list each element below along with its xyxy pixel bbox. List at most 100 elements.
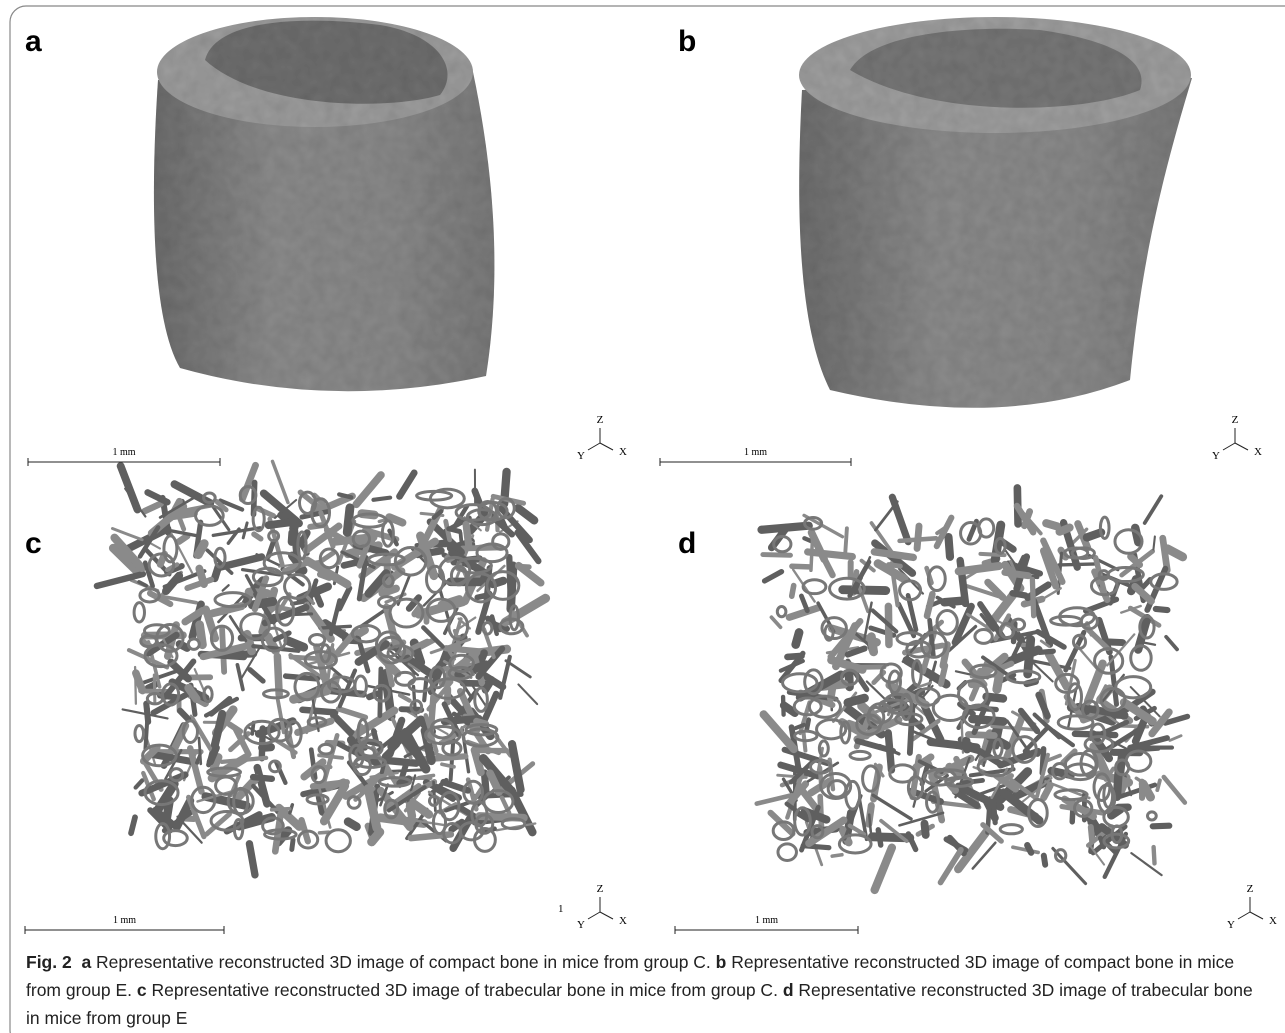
strut (1145, 496, 1162, 523)
axis-x (1235, 443, 1248, 450)
axis-z-label: Z (1232, 414, 1239, 426)
strut (1166, 637, 1177, 650)
strut (179, 536, 187, 542)
caption-part-label: d (783, 980, 794, 1000)
strut (1157, 780, 1160, 790)
strut (199, 738, 201, 764)
strut (927, 594, 932, 616)
strut (419, 775, 434, 777)
plate (778, 844, 796, 861)
strut (466, 525, 468, 546)
axis-z-label: Z (1247, 883, 1254, 895)
caption-part-label: c (137, 980, 147, 1000)
caption-parts: a Representative reconstructed 3D image … (26, 952, 1253, 1028)
strut (875, 502, 897, 530)
plate (783, 674, 817, 692)
plate (1000, 825, 1022, 834)
strut (924, 824, 925, 835)
strut (820, 797, 821, 829)
strut (1170, 736, 1181, 741)
bone-render-c (97, 461, 546, 874)
axis-y-label: Y (577, 450, 585, 462)
strut (1131, 853, 1161, 875)
bone-render-a (154, 17, 495, 391)
strut (154, 675, 155, 701)
plate (417, 491, 452, 500)
strut (302, 710, 335, 713)
strut (292, 840, 293, 850)
strut (506, 661, 530, 677)
strut (875, 848, 892, 890)
strut (518, 684, 537, 704)
caption-part-text: Representative reconstructed 3D image of… (96, 952, 711, 972)
strut (845, 528, 847, 552)
strut (215, 714, 222, 745)
strut (1040, 651, 1054, 652)
strut (966, 741, 967, 749)
strut (1091, 827, 1092, 841)
strut (148, 492, 168, 502)
strut (373, 498, 390, 500)
strut (1153, 826, 1170, 827)
page: {"panels": [ {"label": "a", "scale_bar":… (0, 0, 1285, 1033)
plate (409, 679, 432, 692)
axis-y (588, 443, 600, 450)
strut (787, 656, 801, 657)
axis-x-label: X (1269, 915, 1277, 927)
strut (319, 832, 328, 833)
caption-part-label: b (716, 952, 727, 972)
caption-part-text: Representative reconstructed 3D image of… (152, 980, 778, 1000)
plate (1116, 677, 1151, 698)
axis-x-label: X (619, 446, 627, 458)
strut (250, 670, 263, 681)
strut (917, 526, 919, 548)
strut (1005, 572, 1028, 575)
strut (1153, 536, 1154, 549)
axis-y (1238, 912, 1250, 919)
strut (518, 508, 534, 520)
strut (249, 844, 255, 875)
strut (166, 576, 179, 591)
panel-label: a (25, 25, 42, 58)
strut (198, 544, 204, 555)
strut (273, 461, 288, 502)
strut (908, 834, 915, 850)
strut (1111, 657, 1116, 704)
plate (483, 623, 492, 635)
plate (1100, 517, 1109, 538)
strut (485, 680, 491, 690)
strut (347, 508, 350, 532)
axis-x (600, 443, 613, 450)
strut (959, 566, 999, 571)
axis-y (588, 912, 600, 919)
plate (1058, 716, 1093, 729)
strut (763, 555, 791, 556)
axis-z-label: Z (597, 414, 604, 426)
strut (136, 673, 143, 691)
strut (339, 494, 351, 497)
strut (97, 574, 143, 586)
strut (1039, 695, 1048, 716)
panel-note: 1 (558, 903, 564, 915)
axis-y-label: Y (1212, 450, 1220, 462)
strut (348, 822, 357, 827)
plate (803, 580, 826, 594)
plate (850, 751, 870, 759)
axis-y-label: Y (577, 919, 585, 931)
strut (789, 608, 818, 618)
strut (272, 809, 290, 810)
axis-x-label: X (1254, 446, 1262, 458)
strut (811, 533, 813, 570)
strut (807, 720, 809, 730)
strut (801, 596, 807, 611)
scale-bar-label: 1 mm (744, 447, 767, 458)
panel-label: b (678, 25, 696, 58)
strut (1027, 845, 1031, 852)
scale-bar-label: 1 mm (113, 915, 136, 926)
plate (134, 603, 144, 622)
plate (326, 830, 350, 852)
scale-bar-label: 1 mm (112, 447, 135, 458)
strut (372, 832, 380, 842)
panel-label: c (25, 527, 42, 560)
strut (1060, 528, 1070, 532)
